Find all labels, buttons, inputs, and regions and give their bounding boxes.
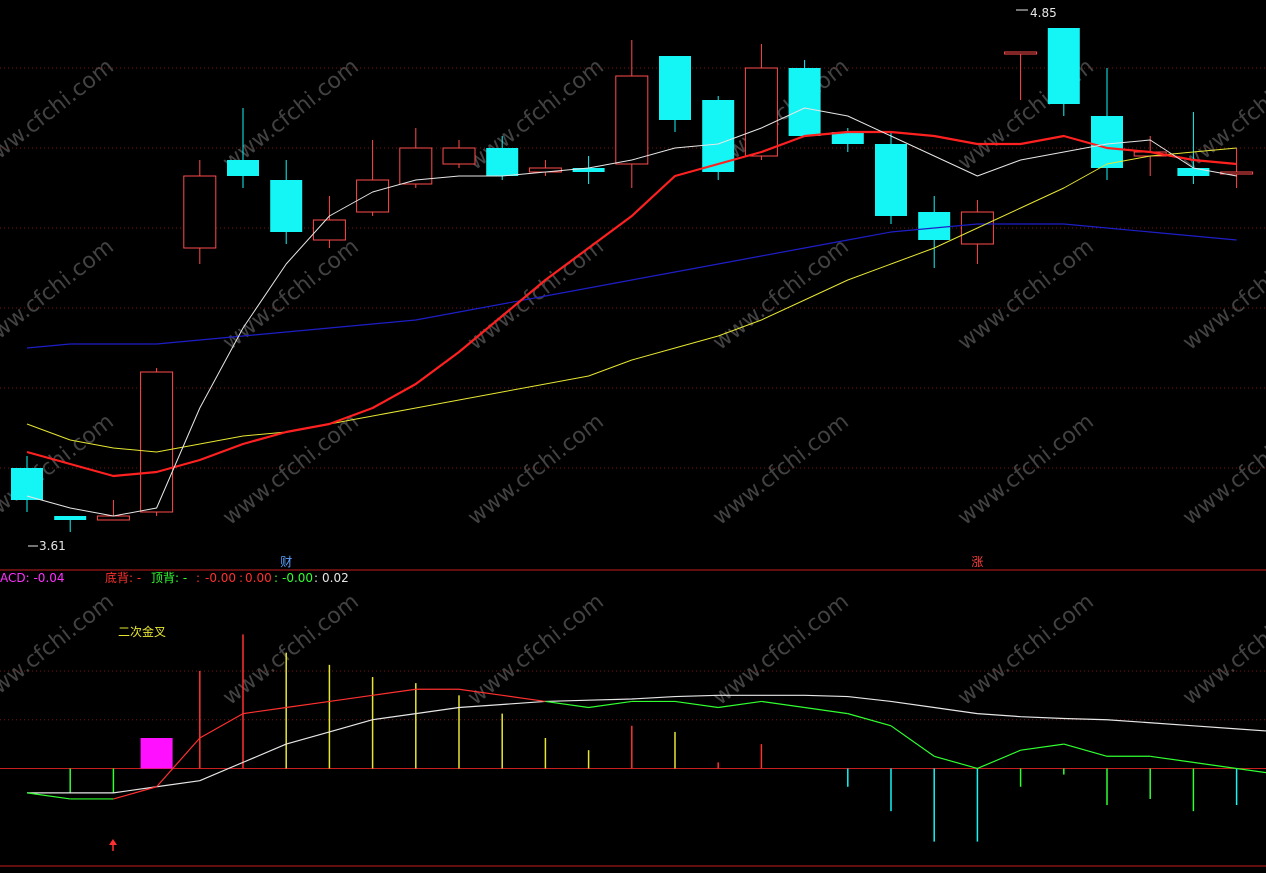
macd-dif-segment [502,694,546,703]
macd-dif-segment [1150,755,1194,763]
macd-dif-segment [1020,743,1064,751]
candle-body-up [140,371,174,513]
ma-yellow-line [26,147,1237,453]
signal-markers: 财涨 [280,554,983,569]
macd-histogram[interactable] [27,634,1266,842]
candle-body-down [11,468,43,500]
candle-body-down [918,212,951,240]
candle-body-down [227,160,259,176]
candle-body-down [54,516,87,520]
macd-value-label: ACD: -0.04 [0,571,65,585]
candle-body-up [96,515,130,521]
indicator-value-4: 0.02 [322,571,349,585]
signal-marker: 财 [280,555,292,569]
macd-dif-segment [242,706,287,715]
macd-dif-segment [761,700,805,709]
macd-dif-segment [372,688,416,696]
macd-dif-segment [113,786,157,800]
candle-body-up [744,67,778,157]
candle-body-down [486,148,519,176]
macd-dif-segment [458,688,503,696]
macd-dif-segment [199,713,244,739]
candle-body-down [659,56,691,120]
indicator-value-2: 0.00 [245,571,272,585]
candle-body-up [442,147,476,165]
candle-body-down [788,68,821,136]
macd-dif-segment [1236,767,1266,774]
macd-dif-segment [718,700,762,709]
macd-hist-block [140,738,173,769]
header-separator: : [196,571,200,585]
low-price-label: 3.61 [39,539,66,553]
macd-dif-segment [847,713,892,727]
macd-dif-segment [804,706,848,715]
candle-body-up [312,219,346,241]
indicator-value-1: -0.00 [205,571,236,585]
golden-cross-arrow-head [109,839,117,845]
second-golden-cross-annotation: 二次金叉 [118,624,166,639]
candle-body-down [831,132,864,144]
bottom-divergence-label: 底背: - [105,570,141,585]
macd-dif-segment [588,700,632,709]
candle-body-down [1177,168,1210,176]
macd-dif-segment [977,749,1021,770]
macd-dif-segment [1193,761,1237,770]
macd-dif-segment [26,792,71,800]
candle-body-up [399,147,433,185]
macd-dif-segment [1063,743,1108,757]
header-separator: : [274,571,278,585]
macd-dif-segment [674,700,719,709]
candle-body-up [183,175,217,249]
macd-dif-segment [156,737,201,788]
candle-body-up [356,179,390,213]
indicator-value-3: -0.00 [282,571,313,585]
ma-white-line [26,107,1237,517]
candle-body-down [1047,28,1080,104]
macd-lines [26,688,1266,800]
macd-dif-segment [329,694,373,703]
macd-dif-segment [890,725,935,757]
signal-marker: 涨 [971,554,983,569]
candle-body-down [270,180,303,232]
macd-dif-segment [286,700,330,709]
header-separator: : [239,571,243,585]
high-price-label: 4.85 [1030,6,1057,20]
candle-body-down [572,168,605,172]
ma-blue-line [26,223,1237,349]
macd-dif-segment [934,755,978,770]
candle-body-up [615,75,649,165]
header-separator: : [314,571,318,585]
macd-dea-line [27,694,1266,794]
ma-red-line [26,130,1237,478]
moving-average-lines [26,107,1237,517]
top-divergence-label: 顶背: - [151,571,187,585]
candle-body-down [875,144,907,216]
macd-grid [0,670,1266,769]
macd-dif-segment [545,700,589,709]
candle-body-up [1004,51,1038,55]
candle-body-down [1091,116,1123,168]
